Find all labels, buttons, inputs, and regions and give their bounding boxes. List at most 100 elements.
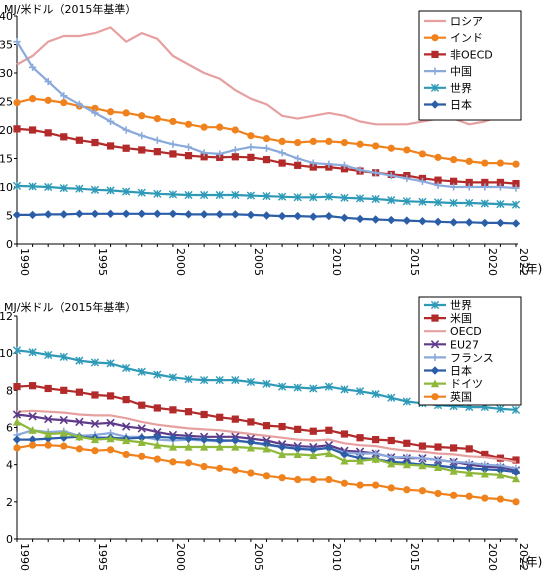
data-point-非oecd xyxy=(138,146,146,154)
data-point-非oecd xyxy=(106,142,115,150)
legend-marker-インド xyxy=(431,34,439,42)
data-point-米国 xyxy=(434,443,442,451)
data-point-日本 xyxy=(199,210,209,219)
data-point-eu27 xyxy=(75,417,84,427)
data-point-米国 xyxy=(169,406,177,414)
data-point-米国 xyxy=(481,450,489,459)
data-point-世界 xyxy=(324,192,333,201)
data-point-米国 xyxy=(294,425,302,433)
data-point-eu27 xyxy=(59,415,68,425)
data-point-世界 xyxy=(153,189,162,198)
data-point-世界 xyxy=(122,187,131,196)
data-point-世界 xyxy=(59,352,68,361)
data-point-米国 xyxy=(387,436,395,445)
data-point-世界 xyxy=(137,188,146,197)
x-tick-label: 2015 xyxy=(408,543,421,571)
data-point-英国 xyxy=(325,475,333,484)
legend-marker-米国 xyxy=(431,314,439,322)
data-point-英国 xyxy=(309,475,317,484)
data-point-中国 xyxy=(44,77,52,86)
series-line-oecd xyxy=(16,409,517,463)
data-point-世界 xyxy=(12,346,22,355)
data-point-ドイツ xyxy=(28,426,37,434)
x-tick-label: 1990 xyxy=(18,248,31,276)
data-point-インド xyxy=(465,157,473,165)
data-point-米国 xyxy=(13,383,21,391)
y-tick-label: 15 xyxy=(0,153,13,166)
data-point-インド xyxy=(231,126,239,134)
data-point-米国 xyxy=(200,410,208,419)
data-point-非oecd xyxy=(512,179,520,188)
data-point-英国 xyxy=(465,492,473,500)
data-point-日本 xyxy=(137,433,146,442)
data-point-インド xyxy=(481,159,489,167)
series-インド xyxy=(13,95,520,168)
data-point-日本 xyxy=(480,218,490,228)
data-point-世界 xyxy=(277,192,287,201)
data-point-日本 xyxy=(231,210,240,219)
data-point-ドイツ xyxy=(231,442,240,451)
data-point-世界 xyxy=(122,363,131,373)
data-point-ドイツ xyxy=(496,470,505,479)
data-point-日本 xyxy=(449,218,458,227)
data-point-日本 xyxy=(59,210,68,219)
data-point-非oecd xyxy=(262,156,271,164)
data-point-日本 xyxy=(184,210,193,219)
data-point-英国 xyxy=(138,452,146,460)
data-point-英国 xyxy=(200,462,208,471)
legend-marker-英国 xyxy=(431,393,439,401)
data-point-非oecd xyxy=(481,178,489,187)
data-point-世界 xyxy=(59,184,68,193)
data-point-インド xyxy=(434,153,442,161)
data-point-英国 xyxy=(153,455,161,463)
y-tick-label: 0 xyxy=(6,533,13,546)
data-point-インド xyxy=(309,137,317,145)
data-point-中国 xyxy=(247,143,255,151)
y-tick-label: 8 xyxy=(6,384,13,397)
data-point-中国 xyxy=(184,143,193,151)
data-point-世界 xyxy=(496,404,505,414)
data-point-中国 xyxy=(465,183,473,191)
data-point-英国 xyxy=(512,498,520,506)
data-point-ドイツ xyxy=(277,450,287,459)
data-point-ドイツ xyxy=(340,456,349,465)
data-point-日本 xyxy=(324,211,334,221)
data-point-世界 xyxy=(168,373,178,382)
data-point-非oecd xyxy=(169,150,177,158)
data-point-日本 xyxy=(137,209,146,218)
x-tick-label: 2020 xyxy=(486,543,499,571)
data-point-日本 xyxy=(168,209,178,218)
data-point-米国 xyxy=(60,386,68,394)
x-tick-label: 1995 xyxy=(96,248,109,276)
data-point-英国 xyxy=(169,458,177,466)
data-point-世界 xyxy=(418,197,427,206)
data-point-中国 xyxy=(372,169,380,177)
legend-marker-非oecd xyxy=(431,50,439,58)
legend-label-eu27: EU27 xyxy=(450,338,479,351)
data-point-米国 xyxy=(138,401,146,409)
legend-label-非oecd: 非OECD xyxy=(450,48,493,61)
data-point-ドイツ xyxy=(168,442,178,451)
data-point-英国 xyxy=(340,479,349,487)
y-tick-label: 12 xyxy=(0,310,13,323)
data-point-世界 xyxy=(137,367,146,376)
y-tick-label: 10 xyxy=(0,181,13,194)
data-point-eu27 xyxy=(106,418,115,428)
data-point-インド xyxy=(60,99,68,107)
data-point-米国 xyxy=(247,418,255,426)
data-point-中国 xyxy=(294,154,302,163)
data-point-ドイツ xyxy=(465,468,474,477)
data-point-非oecd xyxy=(465,178,473,187)
data-point-米国 xyxy=(340,430,349,438)
data-point-ドイツ xyxy=(44,429,53,438)
data-point-中国 xyxy=(278,149,286,157)
data-point-英国 xyxy=(278,474,286,482)
data-point-非oecd xyxy=(309,163,317,171)
data-point-ドイツ xyxy=(371,454,380,463)
data-point-中国 xyxy=(340,161,349,169)
series-ロシア xyxy=(16,26,501,126)
data-point-米国 xyxy=(262,422,271,430)
data-point-ドイツ xyxy=(387,459,396,468)
legend-label-英国: 英国 xyxy=(450,390,472,404)
data-point-非oecd xyxy=(278,159,286,167)
